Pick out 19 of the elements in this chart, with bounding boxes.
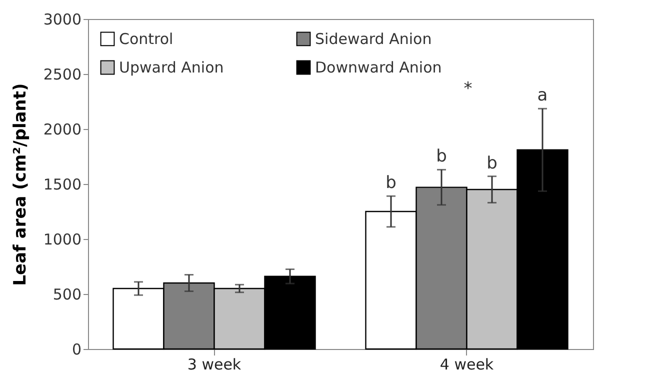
legend-label: Upward Anion <box>119 58 224 76</box>
data-label: b <box>386 173 396 194</box>
data-label: a <box>537 86 548 106</box>
legend-label: Control <box>119 30 174 48</box>
y-tick-label: 2500 <box>43 66 82 84</box>
y-tick-label: 1000 <box>43 230 82 248</box>
y-tick-label: 1500 <box>43 176 82 194</box>
legend-label: Sideward Anion <box>315 30 432 48</box>
y-tick-label: 3000 <box>43 10 82 28</box>
y-tick-label: 0 <box>72 340 82 358</box>
y-axis-title: Leaf area (cm²/plant) <box>10 83 30 286</box>
legend-label: Downward Anion <box>315 58 442 76</box>
y-tick-label: 2000 <box>43 120 82 138</box>
data-label: b <box>436 146 447 167</box>
annotation: * <box>464 79 472 99</box>
data-label: b <box>486 153 498 174</box>
y-tick-label: 500 <box>52 286 82 304</box>
x-tick-label: 4 week <box>440 356 494 374</box>
x-tick-label: 3 week <box>187 356 242 374</box>
